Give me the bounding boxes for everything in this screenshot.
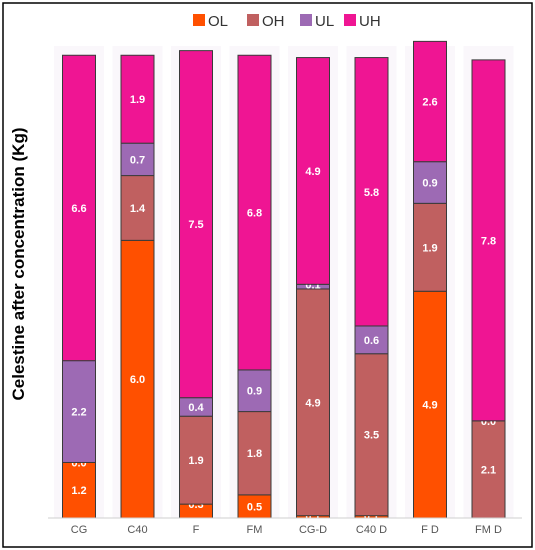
data-label: 0.9 [422,178,437,190]
x-tick-label: F [193,524,200,536]
bar-segment-uh [354,57,389,327]
data-label: 6.8 [247,208,262,220]
x-tick-label: C40 D [356,524,387,536]
data-label: 0.4 [188,402,204,414]
bar-segment-ol [120,239,155,519]
data-label: 0.9 [247,386,262,398]
bar-segment-uh [62,54,96,362]
x-tick-label: FM [247,524,263,536]
x-tick-labels: CG C40 F FM CG-D C40 D F D FM D [71,524,502,536]
bar-segment-uh [413,40,447,163]
legend-swatch-ul [300,14,312,26]
data-label: 6.6 [71,203,86,215]
bar-segment-oh [179,415,213,505]
data-label: 3.5 [364,430,379,442]
data-label: 0.7 [130,154,145,166]
data-label: 1.9 [188,455,203,467]
legend-label: UH [359,13,381,30]
bar-segment-ol [413,290,447,519]
data-label: 4.9 [422,400,437,412]
bar-segment-uh [237,54,272,371]
legend-label: OL [208,13,228,30]
x-tick-label: F D [421,524,439,536]
bar-segment-ul [237,369,272,413]
data-label: 0.5 [247,501,262,513]
x-tick-label: CG [71,524,88,536]
bar-segment-uh [179,50,213,399]
bar-segment-uh [471,59,506,422]
data-label: 5.8 [364,187,379,199]
bars-layer: 1.20.02.26.66.01.40.71.90.31.90.47.50.51… [48,40,522,525]
data-label: 6.0 [130,374,145,386]
legend-swatch-oh [247,14,259,26]
x-tick-label: CG-D [299,524,327,536]
bar-segment-ul [62,360,96,463]
legend-swatch-uh [344,14,356,26]
y-axis-label: Celestine after concentration (Kg) [9,128,28,401]
data-label: 4.9 [305,397,320,409]
data-label: 1.4 [130,203,146,215]
bar-segment-uh [120,54,155,144]
legend: OL OH UL UH [193,13,381,30]
bar-segment-ul [120,142,155,177]
bar-segment-oh [237,411,272,496]
legend-swatch-ol [193,14,205,26]
data-label: 2.2 [71,407,86,419]
data-label: 2.1 [481,464,496,476]
legend-label: UL [315,13,334,30]
x-tick-label: C40 [127,524,147,536]
bar-segment-oh [413,202,447,292]
bar-segment-ul [413,161,447,204]
x-tick-label: FM D [475,524,502,536]
data-label: 1.8 [247,448,262,460]
bar-segment-oh [120,175,155,241]
data-label: 4.9 [305,166,320,178]
legend-label: OH [262,13,285,30]
data-label: 2.6 [422,97,437,109]
data-label: 0.6 [364,335,379,347]
data-label: 7.5 [188,219,203,231]
data-label: 1.2 [71,485,86,497]
data-label: 7.8 [481,235,496,247]
bar-segment-uh [296,57,330,285]
bar-segment-ul [354,325,389,355]
data-label: 1.9 [130,94,145,106]
data-label: 1.9 [422,242,437,254]
bar-segment-oh [354,353,389,517]
bar-segment-oh [296,288,330,517]
